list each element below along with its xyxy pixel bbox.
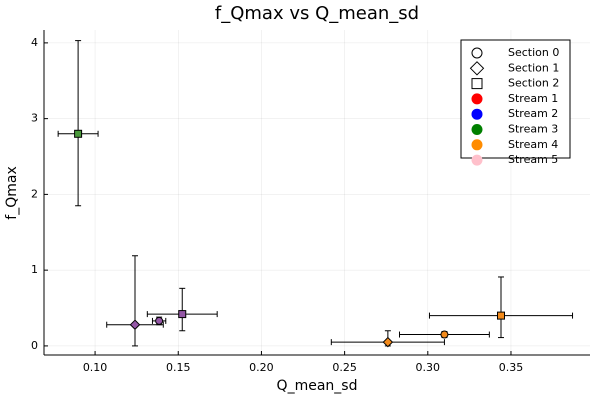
legend-label: Stream 5 bbox=[508, 153, 558, 166]
marker bbox=[471, 154, 483, 166]
x-tick-label: 0.20 bbox=[249, 361, 274, 374]
marker bbox=[178, 310, 187, 319]
legend-label: Stream 1 bbox=[508, 92, 558, 105]
marker bbox=[129, 319, 141, 330]
y-tick-label: 1 bbox=[31, 263, 38, 276]
x-tick-label: 0.30 bbox=[416, 361, 441, 374]
legend-label: Stream 2 bbox=[508, 107, 558, 120]
marker bbox=[471, 108, 483, 120]
y-tick-label: 2 bbox=[31, 187, 38, 200]
y-tick-label: 3 bbox=[31, 112, 38, 125]
chart-title: f_Qmax vs Q_mean_sd bbox=[215, 3, 419, 24]
legend-label: Section 1 bbox=[508, 61, 559, 74]
marker bbox=[74, 129, 83, 138]
marker bbox=[471, 124, 483, 135]
marker bbox=[471, 47, 483, 59]
legend-label: Stream 3 bbox=[508, 123, 558, 136]
marker bbox=[471, 93, 483, 105]
marker bbox=[440, 330, 449, 339]
marker bbox=[471, 139, 483, 151]
y-axis-label: f_Qmax bbox=[4, 166, 20, 219]
marker bbox=[496, 311, 505, 320]
marker bbox=[155, 316, 164, 325]
marker bbox=[469, 61, 485, 76]
x-tick-label: 0.25 bbox=[332, 361, 357, 374]
marker bbox=[382, 336, 394, 348]
x-axis-label: Q_mean_sd bbox=[277, 378, 358, 394]
legend-label: Stream 4 bbox=[508, 138, 558, 151]
legend-label: Section 0 bbox=[508, 46, 559, 59]
y-tick-label: 4 bbox=[31, 36, 38, 49]
legend-label: Section 2 bbox=[508, 77, 559, 90]
x-tick-label: 0.15 bbox=[166, 361, 191, 374]
x-tick-label: 0.10 bbox=[83, 361, 108, 374]
marker bbox=[471, 78, 483, 90]
x-tick-label: 0.35 bbox=[499, 361, 524, 374]
y-tick-label: 0 bbox=[31, 339, 38, 352]
